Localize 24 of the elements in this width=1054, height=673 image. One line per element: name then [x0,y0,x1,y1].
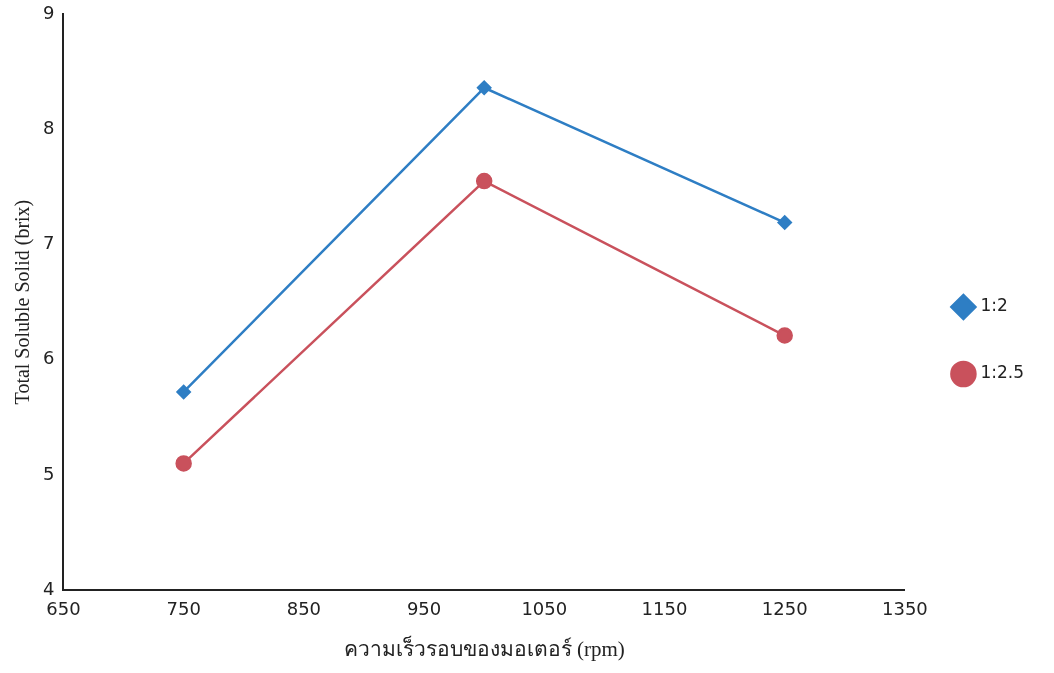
y-tick-label: 4 [43,577,55,599]
x-tick-label: 1250 [761,597,808,619]
point [476,80,492,95]
y-axis-title: Total Soluble Solid (brix) [11,199,35,405]
x-tick-label: 1150 [641,597,688,619]
point [475,172,493,190]
x-axis-title: ความเร็วรอบของมอเตอร์ (rpm) [343,634,625,661]
y-tick-label: 8 [43,116,55,138]
point [776,327,793,344]
y-tick-label: 5 [43,462,55,484]
point [777,215,792,230]
x-tick-label: 650 [46,597,81,619]
x-tick-label: 1050 [521,597,568,619]
y-tick-label: 9 [43,1,55,23]
x-tick-label: 850 [286,597,322,619]
y-tick-label: 7 [43,232,55,254]
x-tick-label: 750 [166,597,201,619]
point [176,384,191,400]
x-tick-label: 1350 [882,597,928,619]
x-tick-label: 950 [406,597,442,619]
legend-label: 1:2 [980,295,1008,316]
point [175,455,192,472]
y-tick-label: 6 [43,347,55,369]
legend-label: 1:2.5 [980,362,1025,383]
